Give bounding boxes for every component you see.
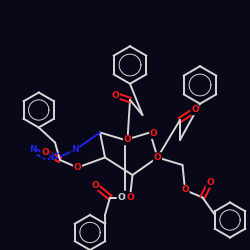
Text: N: N [29, 146, 36, 154]
Text: O: O [91, 180, 99, 190]
Text: O: O [111, 90, 119, 100]
Text: O: O [124, 136, 132, 144]
Text: O: O [41, 148, 49, 157]
Text: +: + [53, 151, 59, 157]
Text: N: N [71, 146, 79, 154]
Text: O: O [181, 186, 189, 194]
Text: O: O [154, 153, 162, 162]
Text: N: N [46, 153, 54, 162]
Text: OH: OH [117, 193, 133, 202]
Text: O: O [150, 129, 158, 138]
Text: O: O [74, 163, 82, 172]
Text: O: O [191, 106, 199, 114]
Text: O: O [126, 193, 134, 202]
Text: O: O [206, 178, 214, 187]
